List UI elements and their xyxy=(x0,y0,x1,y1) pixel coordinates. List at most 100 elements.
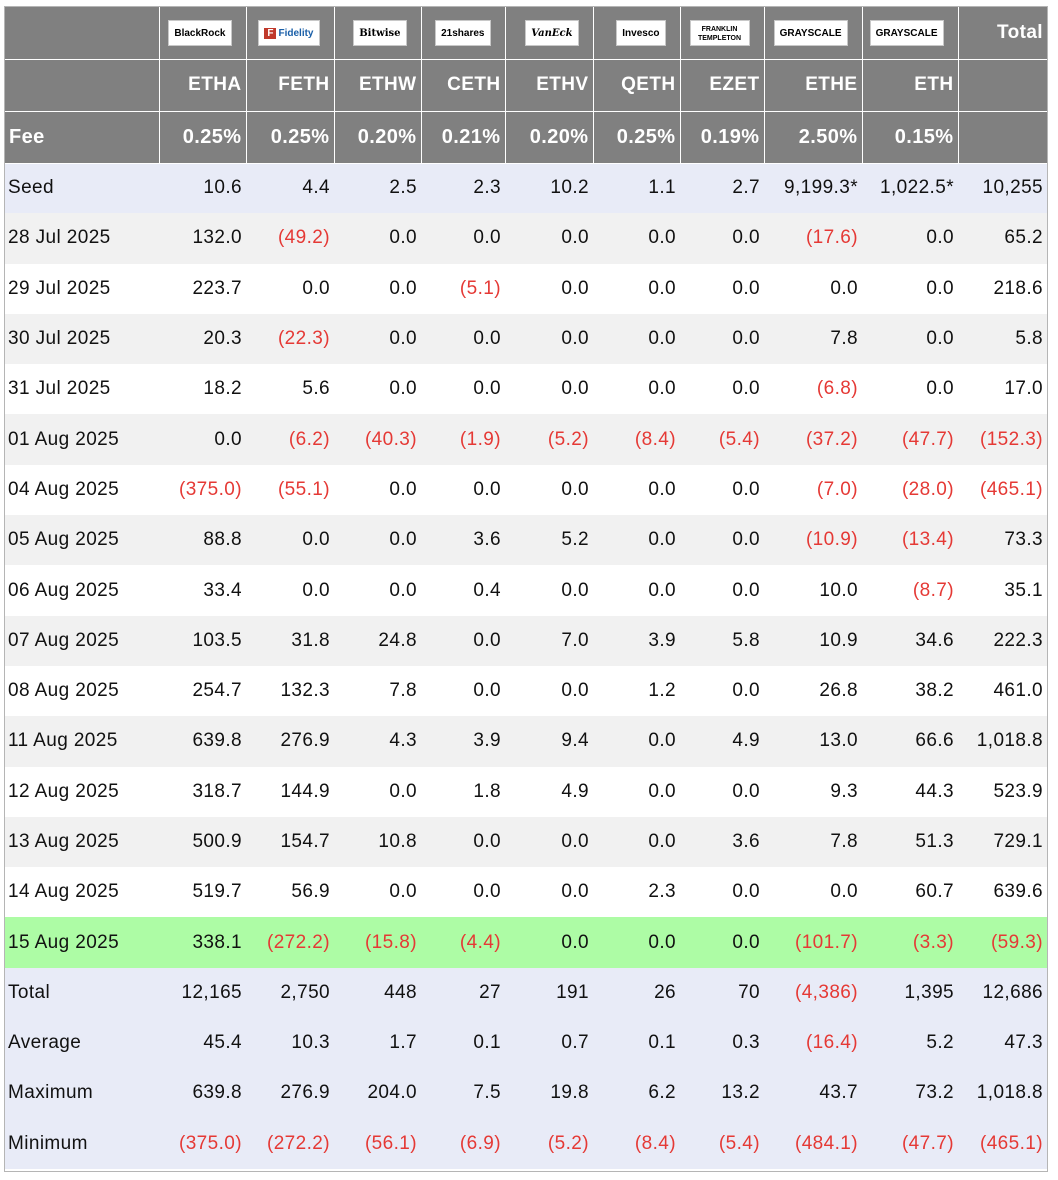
logo-bitwise: Bitwise xyxy=(334,7,422,60)
flow-cell: 1.2 xyxy=(593,665,680,717)
summary-cell: (8.4) xyxy=(593,1118,680,1169)
flow-cell: (37.2) xyxy=(764,414,862,465)
row-date: 06 Aug 2025 xyxy=(5,565,159,616)
row-date: 15 Aug 2025 xyxy=(5,917,159,968)
flow-cell: 10.6 xyxy=(159,163,246,214)
ticker-cell: EZET xyxy=(680,59,765,112)
flow-cell: 88.8 xyxy=(159,515,246,566)
flow-cell: 0.0 xyxy=(505,867,593,918)
flow-cell: 0.0 xyxy=(505,364,593,415)
flow-cell: 0.0 xyxy=(505,313,593,365)
row-date: 11 Aug 2025 xyxy=(5,716,159,767)
flow-cell: 0.4 xyxy=(421,565,505,616)
row-date: 01 Aug 2025 xyxy=(5,414,159,465)
etf-flow-table-container: BlackRock F Fidelity Bitwise 21shares Van… xyxy=(4,6,1048,1172)
flow-cell: 0.0 xyxy=(862,313,958,365)
table-row: 07 Aug 2025 103.5 31.8 24.8 0.0 7.0 3.9 5.8 10.9… xyxy=(5,615,1047,666)
summary-row: Average 45.4 10.3 1.7 0.1 0.7 0.1 0.3 (16.4) 5.2 4… xyxy=(5,1018,1047,1069)
fee-row: Fee 0.25% 0.25% 0.20% 0.21% 0.20% 0.25% … xyxy=(5,111,1047,164)
flow-cell: (49.2) xyxy=(246,213,334,264)
flow-cell: 4.9 xyxy=(505,766,593,817)
row-date: 31 Jul 2025 xyxy=(5,364,159,415)
flow-cell: 66.6 xyxy=(862,716,958,767)
table-row: 29 Jul 2025 223.7 0.0 0.0 (5.1) 0.0 0.0 0.0 0.0 0… xyxy=(5,263,1047,314)
flow-cell: 0.0 xyxy=(421,665,505,717)
flow-cell: (5.1) xyxy=(421,263,505,314)
flow-cell: 7.8 xyxy=(764,313,862,365)
summary-cell: (47.7) xyxy=(862,1118,958,1169)
summary-cell: 2,750 xyxy=(246,967,334,1019)
flow-cell: 0.0 xyxy=(334,515,421,566)
flow-cell: (4.4) xyxy=(421,917,505,968)
row-date: 08 Aug 2025 xyxy=(5,665,159,717)
flow-cell: 38.2 xyxy=(862,665,958,717)
flow-cell: 0.0 xyxy=(593,364,680,415)
etf-flow-table: BlackRock F Fidelity Bitwise 21shares Van… xyxy=(5,7,1047,1169)
flow-cell: 0.0 xyxy=(421,313,505,365)
summary-label: Average xyxy=(5,1018,159,1069)
flow-cell: 18.2 xyxy=(159,364,246,415)
flow-cell: (6.8) xyxy=(764,364,862,415)
row-date: 30 Jul 2025 xyxy=(5,313,159,365)
summary-rows: Total 12,165 2,750 448 27 191 26 70 (4,386) 1,395… xyxy=(5,967,1047,1169)
flow-rows: Seed 10.6 4.4 2.5 2.3 10.2 1.1 2.7 9,199.3* 1,022… xyxy=(5,163,1047,968)
row-date: 12 Aug 2025 xyxy=(5,766,159,817)
flow-cell: (272.2) xyxy=(246,917,334,968)
summary-cell: 26 xyxy=(593,967,680,1019)
flow-cell: 0.0 xyxy=(505,565,593,616)
flow-cell: 7.8 xyxy=(334,665,421,717)
flow-cell: 1,022.5* xyxy=(862,163,958,214)
flow-cell: (55.1) xyxy=(246,464,334,516)
summary-cell: 448 xyxy=(334,967,421,1019)
flow-cell: 10.9 xyxy=(764,615,862,666)
flow-cell: 0.0 xyxy=(764,263,862,314)
flow-cell: 3.6 xyxy=(680,816,764,868)
flow-cell: 9.3 xyxy=(764,766,862,817)
summary-cell: (375.0) xyxy=(159,1118,246,1169)
summary-row: Maximum 639.8 276.9 204.0 7.5 19.8 6.2 13.2 43.7… xyxy=(5,1068,1047,1119)
flow-cell: 0.0 xyxy=(159,414,246,465)
logo-21shares: 21shares xyxy=(421,7,506,60)
table-row: 11 Aug 2025 639.8 276.9 4.3 3.9 9.4 0.0 4.9 13.0… xyxy=(5,716,1047,767)
table-row: 06 Aug 2025 33.4 0.0 0.0 0.4 0.0 0.0 0.0 10.0 (8.… xyxy=(5,565,1047,616)
flow-cell: 31.8 xyxy=(246,615,334,666)
summary-row: Minimum (375.0) (272.2) (56.1) (6.9) (5.2) (8.… xyxy=(5,1118,1047,1169)
flow-cell: 0.0 xyxy=(334,213,421,264)
flow-cell: 0.0 xyxy=(421,364,505,415)
flow-cell: (10.9) xyxy=(764,515,862,566)
flow-cell: (5.2) xyxy=(505,414,593,465)
flow-cell: 0.0 xyxy=(593,816,680,868)
summary-cell: (16.4) xyxy=(764,1018,862,1069)
flow-cell: (101.7) xyxy=(764,917,862,968)
summary-label: Minimum xyxy=(5,1118,159,1169)
flow-cell: 0.0 xyxy=(593,464,680,516)
flow-cell: 639.8 xyxy=(159,716,246,767)
flow-cell: 0.0 xyxy=(593,917,680,968)
summary-cell: 13.2 xyxy=(680,1068,764,1119)
flow-cell: 0.0 xyxy=(505,665,593,717)
flow-cell: (40.3) xyxy=(334,414,421,465)
ticker-corner-cell xyxy=(5,59,160,112)
summary-cell: 73.2 xyxy=(862,1068,958,1119)
flow-cell: 0.0 xyxy=(680,766,764,817)
fee-cell: 0.25% xyxy=(593,111,681,164)
summary-cell: 70 xyxy=(680,967,764,1019)
flow-cell: 9,199.3* xyxy=(764,163,862,214)
flow-cell: 223.7 xyxy=(159,263,246,314)
flow-cell: 0.0 xyxy=(334,766,421,817)
flow-cell: 2.3 xyxy=(593,867,680,918)
flow-cell: 4.9 xyxy=(680,716,764,767)
row-date: 04 Aug 2025 xyxy=(5,464,159,516)
row-total-cell: (59.3) xyxy=(958,917,1047,968)
flow-cell: 0.0 xyxy=(593,766,680,817)
corner-cell xyxy=(5,7,160,60)
flow-cell: 1.1 xyxy=(593,163,680,214)
summary-cell: 639.8 xyxy=(159,1068,246,1119)
row-total-cell: (465.1) xyxy=(958,464,1047,516)
flow-cell: 2.5 xyxy=(334,163,421,214)
ticker-cell: ETHV xyxy=(505,59,594,112)
flow-cell: (22.3) xyxy=(246,313,334,365)
table-row: 12 Aug 2025 318.7 144.9 0.0 1.8 4.9 0.0 0.0 9.3 4… xyxy=(5,766,1047,817)
summary-cell: (484.1) xyxy=(764,1118,862,1169)
flow-cell: 519.7 xyxy=(159,867,246,918)
